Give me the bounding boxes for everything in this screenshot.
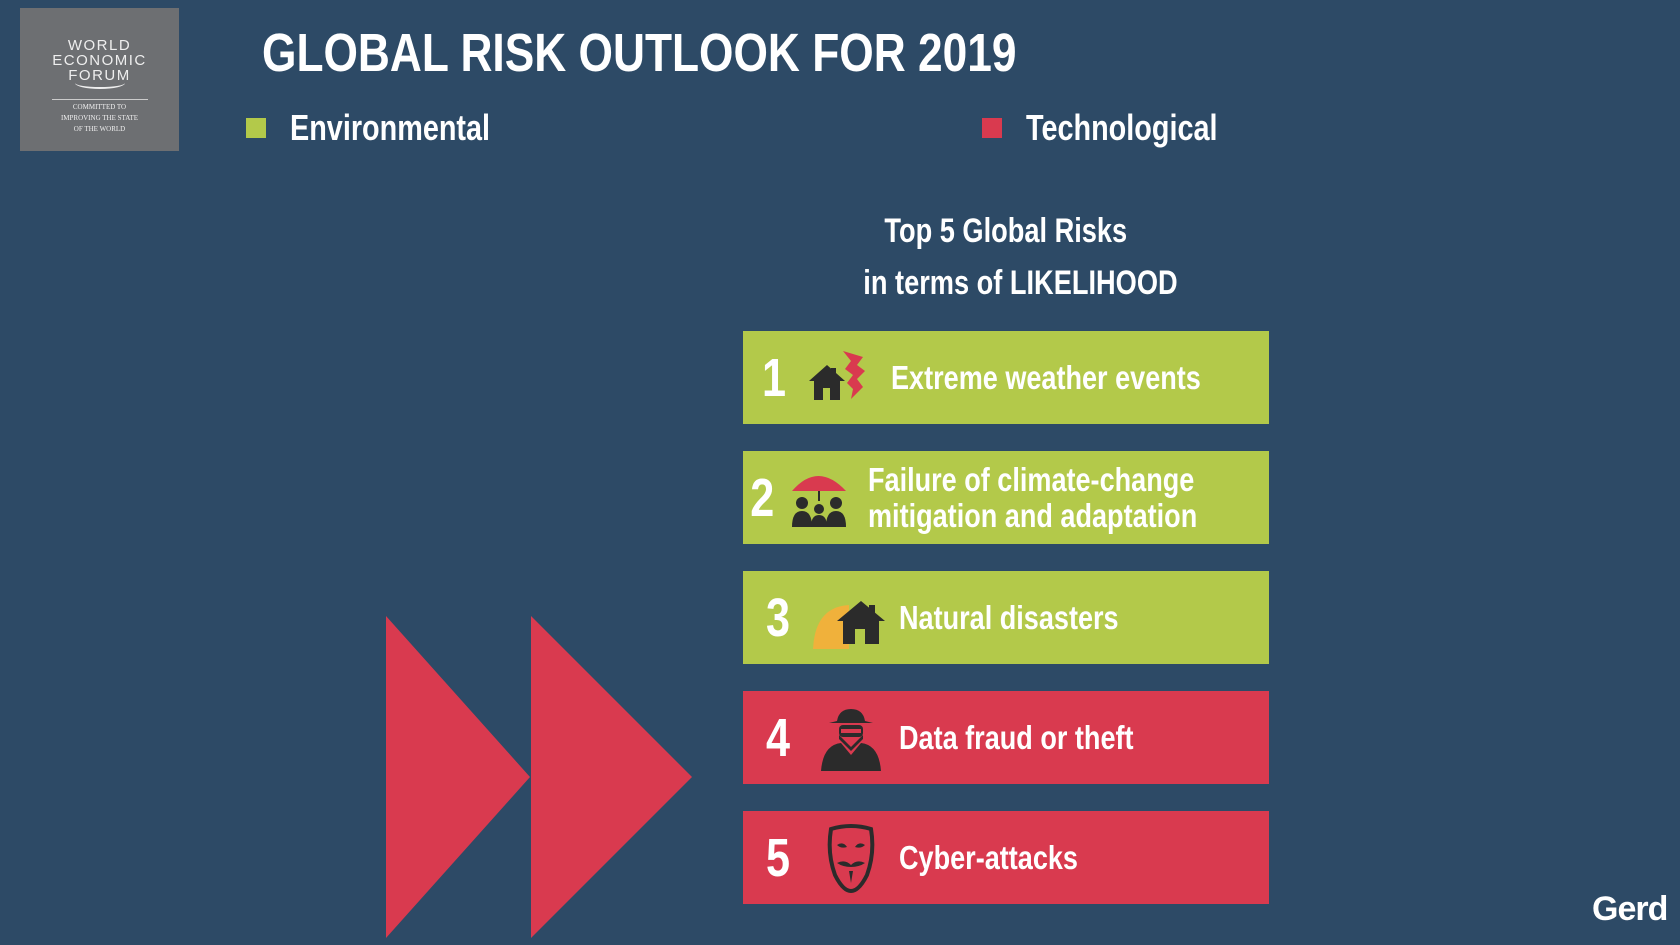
watermark: Gerd: [1592, 890, 1668, 928]
risk-label-2-line-2: mitigation and adaptation: [867, 496, 1197, 534]
legend-technological: Technological: [982, 108, 1265, 148]
family-umbrella-icon: [780, 463, 860, 533]
risk-row-4: 4 Data fraud or theft: [743, 691, 1269, 784]
wef-logo: WORLD ECONOMIC FORUM COMMITTED TO IMPROV…: [20, 8, 179, 151]
spy-icon: [811, 703, 891, 773]
legend-label-technological: Technological: [1026, 107, 1218, 148]
risk-rank-5: 5: [765, 827, 791, 888]
risk-label-4: Data fraud or theft: [899, 718, 1134, 756]
logo-line-1: WORLD: [67, 37, 132, 54]
risk-rank-2: 2: [750, 467, 775, 528]
risk-rank-3: 3: [765, 587, 791, 648]
risk-row-2: 2 Failure of climate-change mitigation a…: [743, 451, 1269, 544]
page-title: GLOBAL RISK OUTLOOK FOR 2019: [262, 23, 1017, 83]
risk-rank-1: 1: [762, 347, 787, 408]
logo-line-2: ECONOMIC: [52, 52, 147, 69]
logo-rule: [51, 99, 148, 100]
house-tornado-icon: [803, 343, 883, 413]
legend-label-environmental: Environmental: [290, 107, 491, 148]
subtitle-line-1: Top 5 Global Risks: [884, 212, 1128, 250]
risk-label-3-line-1: Natural disasters: [899, 598, 1119, 636]
risk-row-5: 5 Cyber-attacks: [743, 811, 1269, 904]
logo-tagline-2: IMPROVING THE STATE: [60, 114, 139, 122]
risk-label-4-line-1: Data fraud or theft: [899, 718, 1134, 756]
legend-swatch-environmental: [246, 118, 266, 138]
house-wave-icon: [811, 583, 891, 653]
risk-label-2: Failure of climate-change mitigation and…: [867, 460, 1197, 534]
list-subtitle: Top 5 Global Risks in terms of LIKELIHOO…: [824, 205, 1188, 309]
risk-label-5-line-1: Cyber-attacks: [899, 838, 1078, 876]
risk-label-3: Natural disasters: [899, 598, 1119, 636]
fast-forward-arrows: [386, 616, 692, 938]
risk-row-1: 1 Extreme weather events: [743, 331, 1269, 424]
risk-rank-4: 4: [765, 707, 791, 768]
legend-environmental: Environmental: [246, 108, 540, 148]
logo-swoosh: [74, 77, 125, 89]
logo-tagline-1: COMMITTED TO: [72, 103, 127, 111]
risk-label-5: Cyber-attacks: [899, 838, 1078, 876]
risk-row-3: 3 Natural disasters: [743, 571, 1269, 664]
risk-label-1: Extreme weather events: [891, 358, 1201, 396]
logo-tagline-3: OF THE WORLD: [73, 125, 126, 133]
risk-label-2-line-1: Failure of climate-change: [867, 460, 1194, 498]
hacker-mask-icon: [811, 823, 891, 893]
risk-label-1-line-1: Extreme weather events: [891, 358, 1201, 396]
subtitle-line-2: in terms of LIKELIHOOD: [863, 264, 1178, 302]
legend-swatch-technological: [982, 118, 1002, 138]
